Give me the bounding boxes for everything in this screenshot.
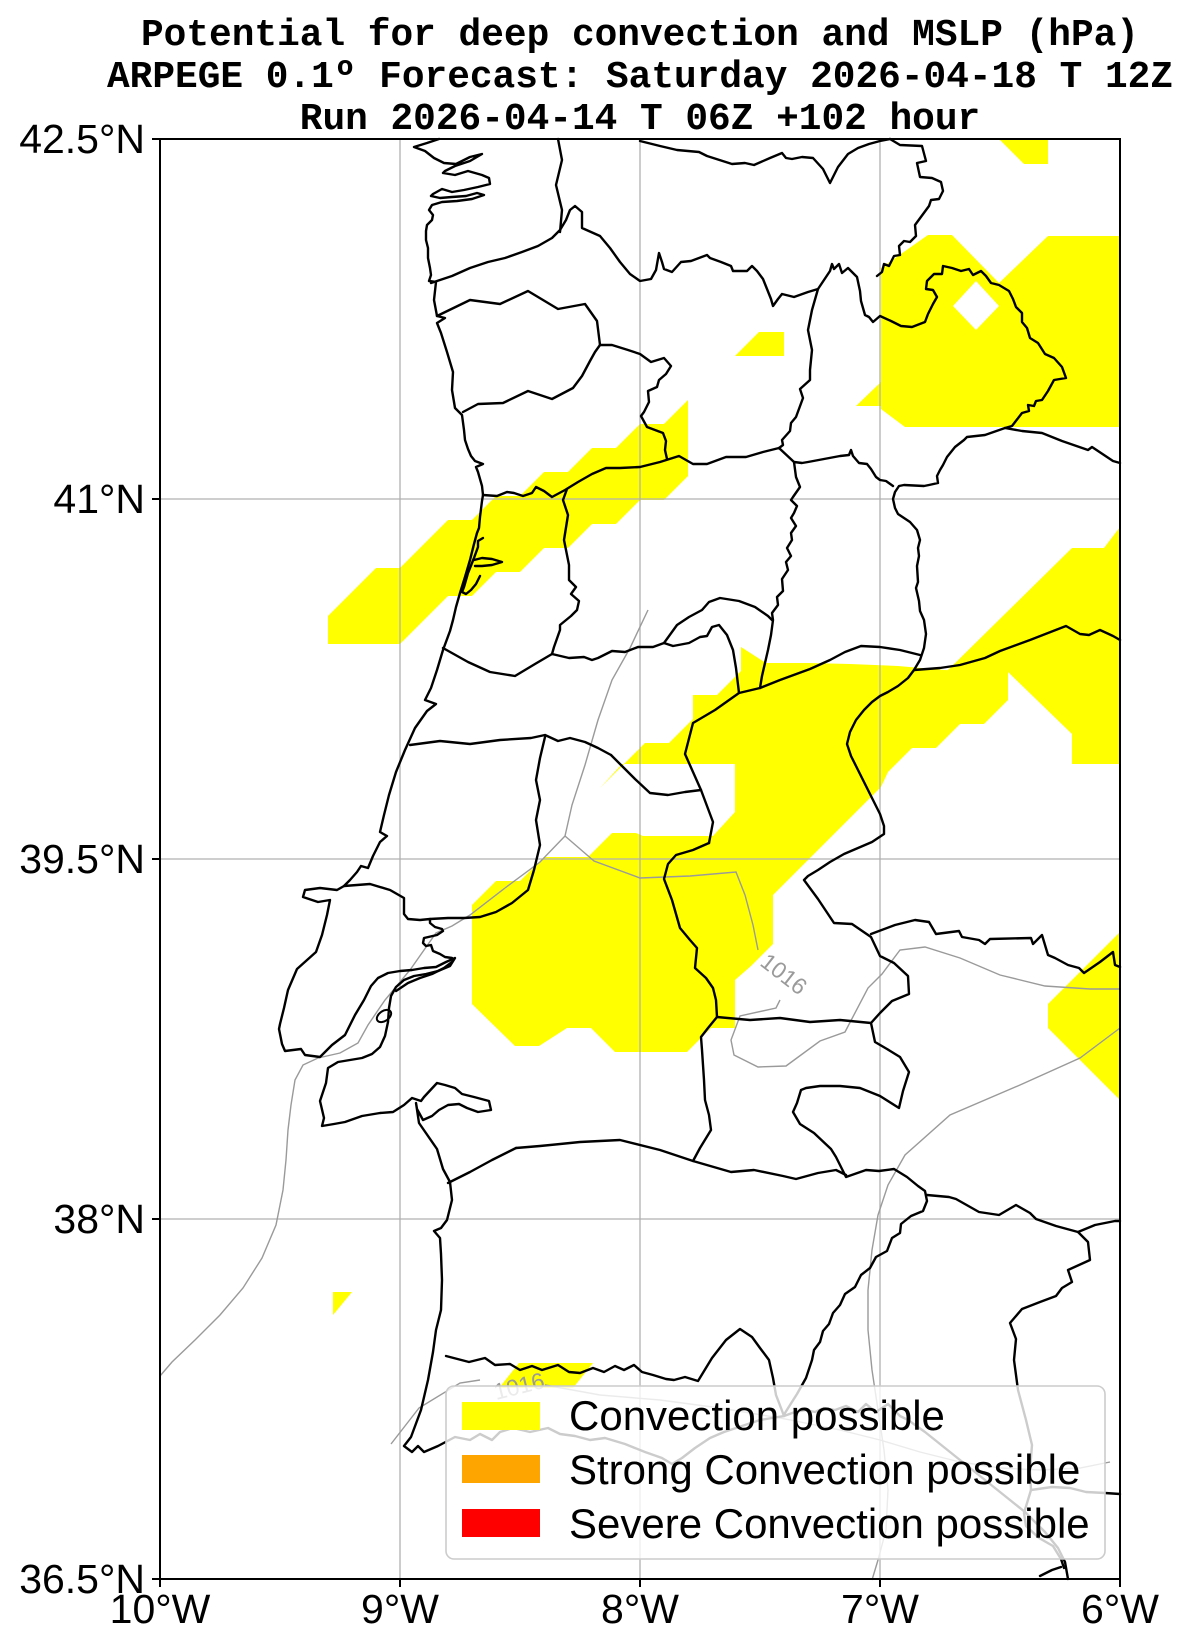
svg-text:Strong Convection possible: Strong Convection possible [569, 1446, 1080, 1493]
svg-text:9°W: 9°W [361, 1586, 439, 1632]
svg-text:41°N: 41°N [53, 476, 145, 522]
svg-text:6°W: 6°W [1081, 1586, 1159, 1632]
svg-text:39.5°N: 39.5°N [19, 836, 145, 882]
svg-text:36.5°N: 36.5°N [19, 1556, 145, 1602]
svg-text:Convection possible: Convection possible [569, 1392, 945, 1439]
svg-text:38°N: 38°N [53, 1196, 145, 1242]
svg-text:7°W: 7°W [841, 1586, 919, 1632]
svg-text:8°W: 8°W [601, 1586, 679, 1632]
svg-text:Run 2026-04-14 T 06Z +102 hour: Run 2026-04-14 T 06Z +102 hour [300, 99, 980, 141]
svg-text:ARPEGE 0.1º Forecast: Saturday: ARPEGE 0.1º Forecast: Saturday 2026-04-1… [107, 57, 1173, 99]
svg-text:10°W: 10°W [110, 1586, 211, 1632]
svg-text:42.5°N: 42.5°N [19, 116, 145, 162]
svg-text:Potential for deep convection: Potential for deep convection and MSLP (… [141, 15, 1139, 57]
svg-text:Severe Convection possible: Severe Convection possible [569, 1500, 1090, 1547]
